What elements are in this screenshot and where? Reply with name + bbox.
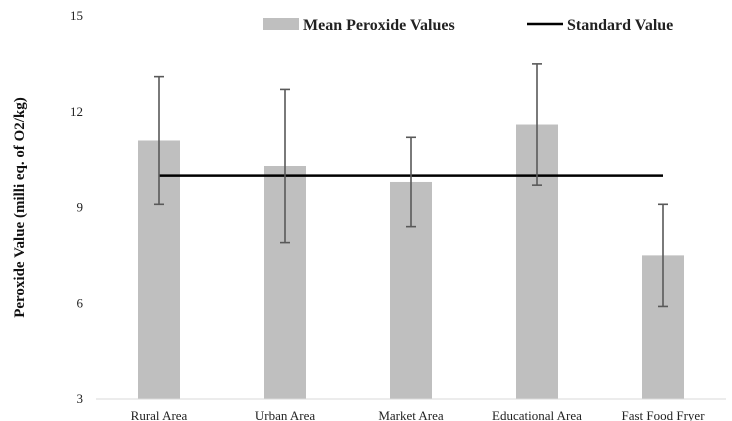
y-axis-title: Peroxide Value (milli eq. of O2/kg)	[12, 97, 28, 318]
error-bar	[154, 75, 164, 206]
legend-label-mean: Mean Peroxide Values	[303, 17, 455, 34]
x-tick-label: Rural Area	[131, 408, 188, 421]
y-axis-ticks: 3 6 9 12 15	[70, 8, 84, 406]
error-bar	[280, 88, 290, 244]
legend: Mean Peroxide Values Standard Value	[263, 17, 673, 34]
error-bar	[406, 136, 416, 228]
y-tick-label: 9	[77, 200, 84, 215]
legend-label-standard: Standard Value	[567, 17, 673, 34]
y-tick-label: 12	[70, 104, 83, 119]
y-tick-label: 15	[70, 8, 83, 23]
x-tick-label: Educational Area	[492, 408, 582, 421]
x-axis-ticks: Rural Area Urban Area Market Area Education…	[131, 408, 706, 421]
x-tick-label: Market Area	[378, 408, 444, 421]
y-tick-label: 6	[77, 295, 84, 310]
legend-swatch-mean	[263, 18, 299, 30]
x-tick-label: Urban Area	[255, 408, 316, 421]
error-bar	[658, 203, 668, 308]
error-bar	[532, 63, 542, 186]
y-tick-label: 3	[77, 391, 84, 406]
x-tick-label: Fast Food Fryer	[621, 408, 705, 421]
error-bars-layer	[154, 63, 668, 308]
